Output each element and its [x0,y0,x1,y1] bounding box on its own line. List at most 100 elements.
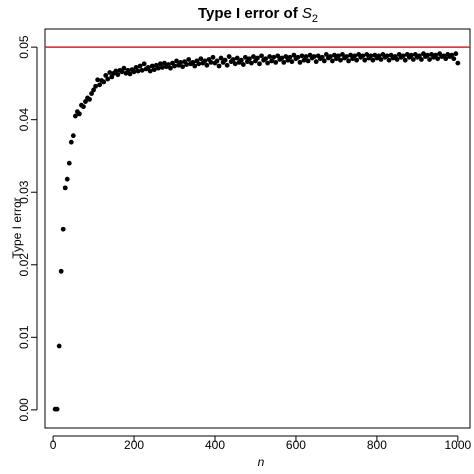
data-point [297,59,303,65]
data-point [295,54,301,60]
data-point [93,83,98,89]
data-point [417,53,422,59]
data-point [354,57,360,63]
data-point [329,58,335,64]
data-point [255,55,260,61]
data-point [137,63,143,69]
data-point [109,74,115,80]
data-point [257,61,262,67]
data-point [321,58,327,64]
data-point [105,76,111,82]
data-point [135,68,141,74]
data-point [166,62,171,67]
data-point [113,68,119,74]
data-point [281,59,287,65]
data-point [301,57,307,63]
data-point [410,57,416,62]
data-point [184,62,190,67]
x-tick-label: 200 [124,438,144,452]
data-point [115,72,121,78]
data-point [249,60,254,66]
data-point [226,54,232,59]
data-point [346,58,351,64]
data-point [190,59,196,65]
data-point [453,51,459,57]
data-point [303,54,309,59]
data-point [451,56,457,62]
x-axis-label: n [258,455,265,469]
data-point [402,57,408,63]
data-point [66,160,72,166]
data-point [56,343,62,349]
data-point [151,67,157,73]
data-point [68,139,74,145]
y-tick-label: 0.05 [17,35,31,59]
data-point [127,71,133,77]
data-point [319,54,325,60]
x-tick-label: 1000 [445,438,472,452]
chart-title: Type I error of S2 [198,5,318,25]
data-point [218,55,224,61]
data-point [174,58,179,64]
data-point [149,63,155,69]
data-point [338,57,343,63]
data-point [155,65,161,71]
y-axis-label: Type I error [10,197,24,258]
data-point [289,59,295,65]
x-tick-label: 0 [50,438,57,452]
data-point [433,52,438,58]
data-point [89,91,94,96]
chart-title-prefix: Type I error of [198,5,302,22]
data-point [83,99,88,104]
data-point [364,51,370,57]
data-point [95,77,101,83]
data-point [273,59,279,65]
data-point [131,69,137,75]
data-point [208,59,214,65]
data-point [279,55,285,61]
data-point [234,55,240,61]
data-point [162,60,167,66]
data-point [408,52,414,58]
data-point [378,57,384,62]
data-point [376,53,382,59]
data-point [251,54,256,59]
data-point [186,57,192,62]
data-point [340,51,345,57]
chart-title-symbol: S [302,5,312,22]
chart-title-subscript: 2 [312,13,318,25]
data-point [360,53,366,59]
data-point [242,54,248,60]
data-points-layer [52,51,461,412]
data-point [125,67,131,73]
data-point [386,57,392,63]
data-point [101,79,107,85]
data-point [210,54,216,60]
data-point [265,60,271,66]
data-point [449,52,455,58]
data-point [159,65,165,70]
data-point [91,87,96,93]
data-point [240,62,246,67]
data-point [400,53,406,59]
data-point [204,62,210,68]
data-point [443,56,449,62]
data-point [81,104,86,110]
data-point [72,113,78,119]
data-point [62,185,68,191]
data-point [419,57,424,62]
data-point [299,53,305,59]
data-point [64,176,70,182]
data-point [222,57,228,63]
data-point [202,58,208,64]
data-point [368,53,374,59]
y-tick-label: 0.02 [17,253,31,277]
data-point [119,69,125,75]
data-point [323,51,329,57]
data-point [370,57,376,63]
x-axis: 0 200 400 600 800 1000 [50,435,472,452]
data-point [267,54,273,59]
data-point [224,62,230,68]
plot-frame [44,28,471,429]
data-point [87,96,92,102]
